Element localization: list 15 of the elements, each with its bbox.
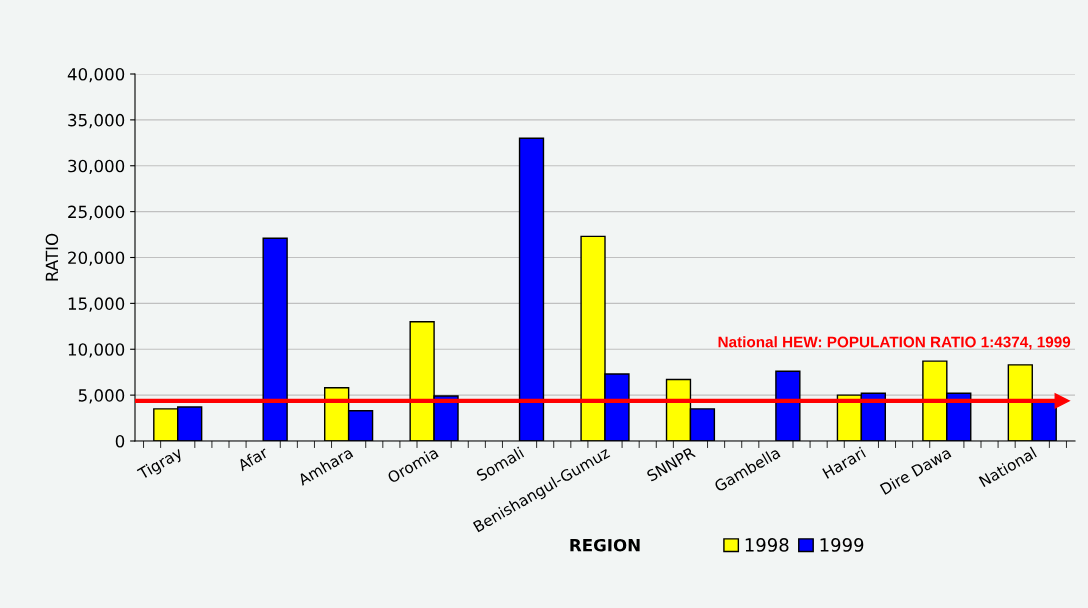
legend-label: 1999 [820,538,864,552]
x-axis-title: REGION [570,538,640,552]
y-tick-label: 15,000 [68,297,125,312]
y-tick-label: 20,000 [68,251,125,266]
y-tick-label: 25,000 [68,205,125,220]
y-tick-label: 5,000 [78,389,125,404]
y-tick-label: 0 [115,434,125,448]
y-tick-label: 30,000 [68,159,125,175]
y-tick-label: 35,000 [68,113,125,129]
ref-line-label: National HEW: POPULATION RATIO 1:4374, 1999 [718,336,1071,350]
legend-label: 1998 [745,538,789,552]
y-tick-label: 10,000 [68,343,125,358]
y-axis-title: RATIO [45,233,59,281]
y-tick-label: 40,000 [67,67,125,83]
x-tick-label: Afar [236,445,270,472]
